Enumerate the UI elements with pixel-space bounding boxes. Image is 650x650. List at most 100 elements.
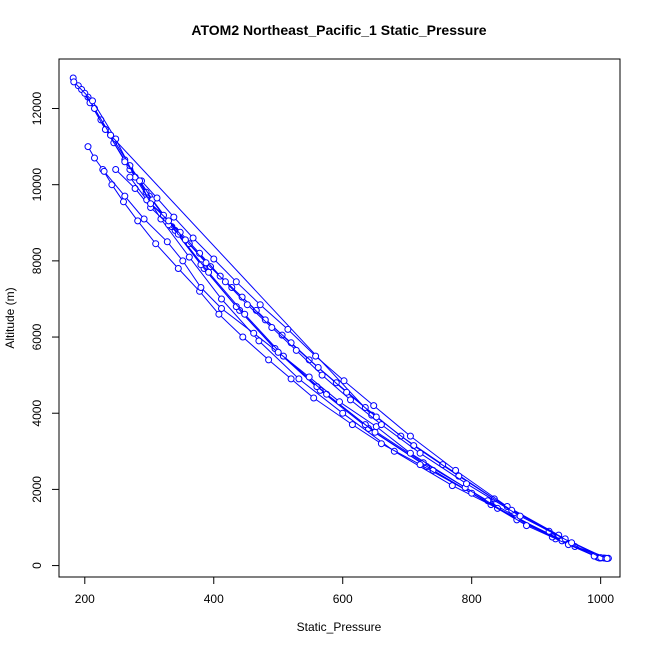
y-tick-label: 2000 — [30, 476, 44, 503]
data-point — [339, 409, 347, 417]
data-point — [165, 217, 173, 225]
series-line — [129, 176, 607, 559]
data-point — [287, 375, 295, 383]
data-point — [134, 217, 142, 225]
data-point — [120, 198, 127, 206]
plot-frame — [58, 58, 621, 578]
data-point — [232, 303, 240, 311]
data-point — [241, 310, 249, 318]
data-point — [261, 316, 269, 324]
series-line — [87, 146, 598, 558]
series-line — [81, 89, 598, 558]
data-point — [70, 78, 78, 86]
data-point — [568, 539, 576, 547]
series-10 — [126, 173, 610, 562]
series-line — [84, 93, 605, 559]
y-tick-label: 8000 — [30, 247, 44, 274]
data-point — [377, 440, 385, 448]
series-3 — [81, 89, 608, 562]
data-point — [343, 388, 351, 396]
series-7 — [100, 167, 603, 562]
data-point — [84, 143, 92, 151]
y-tick-label: 10000 — [30, 168, 44, 202]
data-point — [205, 268, 213, 276]
data-point — [516, 512, 524, 520]
data-point — [312, 352, 320, 360]
data-point — [218, 305, 225, 312]
data-point — [147, 200, 155, 208]
data-point — [377, 421, 385, 429]
data-point — [268, 324, 276, 331]
data-point — [174, 265, 182, 272]
data-point — [348, 421, 356, 429]
series-1 — [69, 74, 605, 562]
series-8 — [112, 166, 598, 560]
data-point — [314, 364, 322, 371]
data-point — [239, 333, 247, 341]
data-point — [340, 377, 348, 385]
series-line — [73, 81, 609, 559]
data-point — [121, 192, 129, 200]
x-axis-label: Static_Pressure — [297, 620, 382, 634]
data-point — [112, 135, 120, 143]
data-point — [323, 390, 331, 398]
data-point — [250, 329, 258, 337]
data-point — [416, 461, 424, 469]
data-point — [416, 449, 424, 457]
data-point — [218, 295, 225, 303]
y-tick-label: 0 — [30, 562, 44, 569]
data-point — [197, 284, 205, 291]
data-point — [210, 255, 218, 263]
data-point — [91, 154, 98, 162]
data-point — [100, 167, 108, 175]
data-point — [256, 301, 264, 309]
y-tick-label: 4000 — [30, 400, 44, 427]
data-point — [202, 259, 210, 267]
data-point — [371, 428, 379, 436]
data-point — [463, 480, 470, 488]
series-2 — [78, 86, 601, 561]
x-tick-label: 400 — [204, 592, 224, 606]
data-point — [136, 177, 144, 185]
data-point — [221, 278, 229, 286]
data-point — [185, 253, 193, 261]
data-point — [305, 373, 313, 381]
data-point — [163, 238, 171, 246]
data-point — [107, 131, 115, 139]
data-point — [112, 166, 120, 173]
data-point — [89, 97, 96, 105]
data-point — [347, 396, 354, 404]
data-point — [170, 213, 178, 221]
data-point — [176, 228, 184, 236]
series-line — [110, 134, 373, 416]
series-layer — [69, 74, 612, 562]
data-point — [243, 301, 251, 309]
data-point — [603, 555, 611, 562]
series-line — [72, 77, 601, 559]
data-point — [152, 240, 160, 248]
data-point — [265, 356, 273, 364]
data-point — [310, 394, 318, 402]
x-tick-label: 200 — [75, 592, 95, 606]
data-point — [255, 337, 263, 345]
y-tick-label: 12000 — [30, 92, 44, 126]
data-point — [274, 348, 282, 356]
data-point — [336, 398, 343, 406]
data-point — [232, 278, 240, 286]
x-tick-label: 600 — [333, 592, 353, 606]
series-4 — [70, 78, 612, 562]
y-tick-label: 6000 — [30, 323, 44, 350]
series-line — [124, 161, 601, 559]
data-point — [160, 211, 167, 219]
data-point — [121, 158, 129, 166]
data-point — [284, 325, 292, 333]
y-axis: 0 2000 4000 6000 8000 10000 12000 — [30, 92, 60, 569]
series-line — [115, 169, 595, 557]
series-9 — [121, 158, 605, 562]
x-axis: 200 400 600 800 1000 — [75, 576, 614, 606]
x-tick-label: 800 — [462, 592, 482, 606]
data-point — [126, 173, 134, 181]
series-5 — [107, 131, 376, 419]
data-point — [406, 449, 414, 457]
